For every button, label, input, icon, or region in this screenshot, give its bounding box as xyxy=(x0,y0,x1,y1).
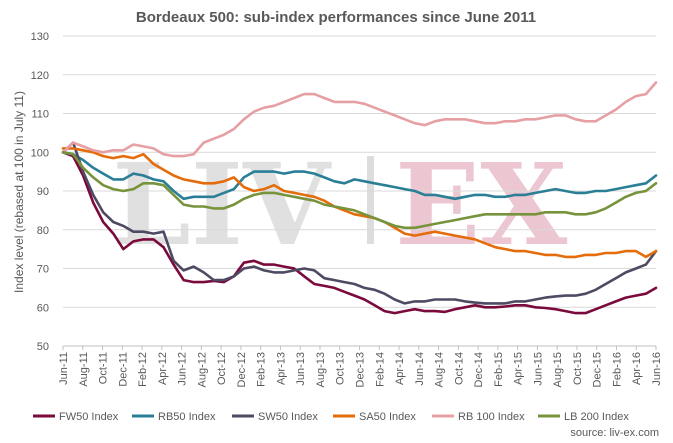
liv-ex-watermark: LIV EX xyxy=(112,140,567,271)
x-tick-label: Feb-14 xyxy=(374,352,386,387)
watermark-divider xyxy=(367,156,374,244)
x-tick-label: Jun-15 xyxy=(532,352,544,386)
x-tick-label: Feb-13 xyxy=(256,352,268,387)
series-line-4 xyxy=(61,81,658,158)
x-tick-label: Feb-15 xyxy=(493,352,505,387)
chart-title: Bordeaux 500: sub-index performances sin… xyxy=(136,9,536,26)
y-tick-label: 120 xyxy=(31,70,49,82)
x-tick-label: Jun-16 xyxy=(651,352,663,386)
series-line-5 xyxy=(61,151,658,230)
series-line-3 xyxy=(61,147,658,259)
x-tick-label: Apr-16 xyxy=(631,352,643,385)
legend-label: RB50 Index xyxy=(158,411,216,423)
x-tick-label: Jun-13 xyxy=(295,352,307,386)
series-line-2 xyxy=(61,141,658,305)
y-tick-label: 90 xyxy=(37,186,49,198)
x-tick-label: Oct-12 xyxy=(216,352,228,385)
x-tick-label: Dec-11 xyxy=(117,352,129,387)
x-tick-label: Dec-13 xyxy=(355,352,367,387)
y-axis-ticks: 50 60 70 80 90 100 110 120 130 xyxy=(31,31,49,353)
x-tick-label: Apr-13 xyxy=(275,352,287,385)
x-tick-label: Oct-13 xyxy=(335,352,347,385)
legend: FW50 Index RB50 Index SW50 Index SA50 Index… xyxy=(33,411,629,423)
legend-label: FW50 Index xyxy=(59,411,119,423)
x-tick-label: Feb-16 xyxy=(611,352,623,387)
x-tick-label: Oct-14 xyxy=(453,352,465,385)
source-note: source: liv-ex.com xyxy=(570,427,659,439)
x-tick-label: Oct-15 xyxy=(572,352,584,385)
watermark-right: EX xyxy=(395,140,567,271)
legend-label: LB 200 Index xyxy=(564,411,629,423)
y-tick-label: 80 xyxy=(37,225,49,237)
series-line-0 xyxy=(61,151,658,315)
x-tick-label: Jun-14 xyxy=(414,352,426,386)
x-tick-label: Aug-13 xyxy=(315,352,327,387)
x-tick-label: Aug-11 xyxy=(78,352,90,387)
legend-label: SW50 Index xyxy=(258,411,318,423)
x-tick-label: Dec-14 xyxy=(473,352,485,387)
legend-label: SA50 Index xyxy=(359,411,416,423)
y-tick-label: 60 xyxy=(37,302,49,314)
watermark-left: LIV xyxy=(112,140,332,271)
y-tick-label: 70 xyxy=(37,264,49,276)
y-tick-label: 100 xyxy=(31,147,49,159)
y-axis-label: Index level (rebased at 100 in July 11) xyxy=(12,91,26,293)
x-tick-label: Jun-12 xyxy=(177,352,189,386)
y-tick-label: 130 xyxy=(31,31,49,43)
x-tick-label: Oct-11 xyxy=(98,352,110,384)
x-tick-label: Dec-12 xyxy=(236,352,248,387)
x-tick-label: Jun-11 xyxy=(58,352,70,385)
x-axis-ticks: Jun-11 Aug-11 Oct-11 Dec-11 Feb-12 Apr-12 Jun-… xyxy=(58,346,663,387)
y-tick-label: 110 xyxy=(31,109,49,121)
legend-label: RB 100 Index xyxy=(458,411,525,423)
series-lines xyxy=(61,81,658,315)
x-tick-label: Aug-15 xyxy=(552,352,564,387)
x-tick-label: Apr-15 xyxy=(513,352,525,385)
x-tick-label: Feb-12 xyxy=(137,352,149,387)
x-tick-label: Apr-12 xyxy=(157,352,169,385)
y-tick-label: 50 xyxy=(37,341,49,353)
series-line-1 xyxy=(61,151,658,201)
x-tick-label: Aug-14 xyxy=(434,352,446,387)
x-tick-label: Dec-15 xyxy=(592,352,604,387)
x-tick-label: Aug-12 xyxy=(196,352,208,387)
x-tick-label: Apr-14 xyxy=(394,352,406,385)
